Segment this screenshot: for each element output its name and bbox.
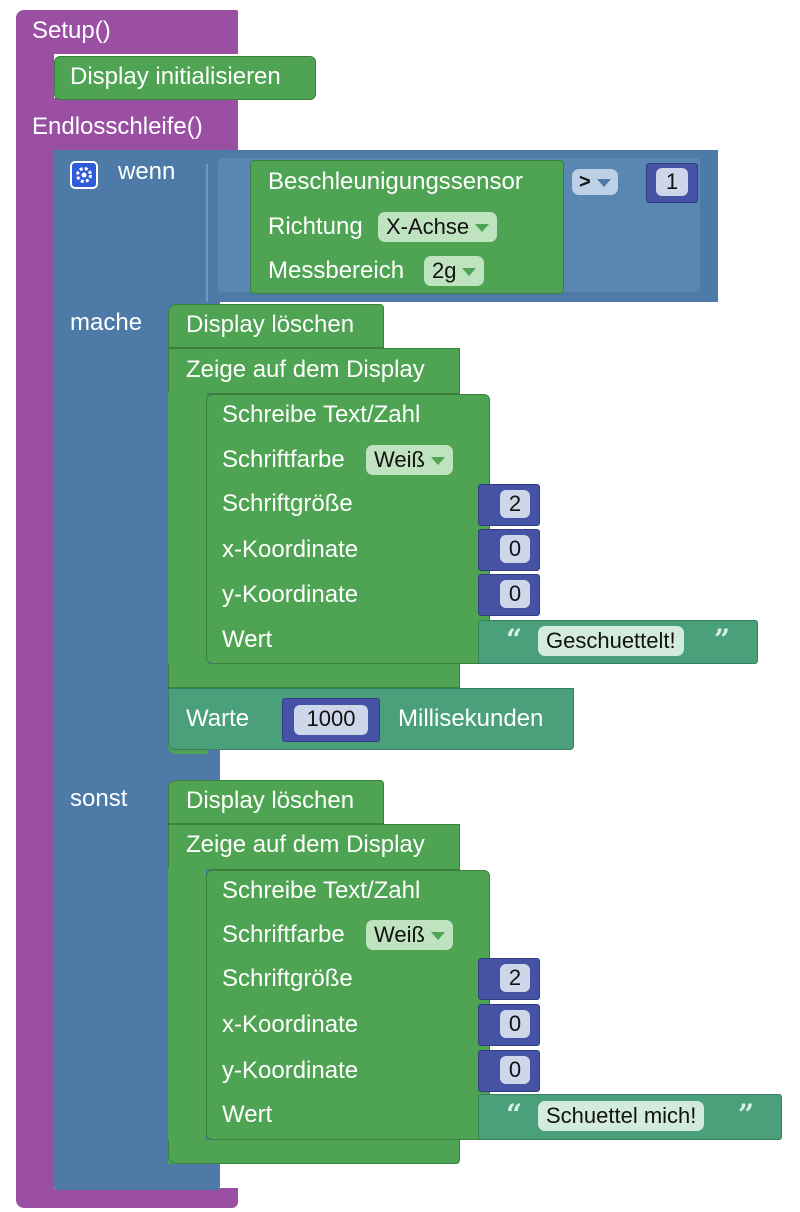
then-y-field[interactable]: 0 [500,580,530,608]
loop-label: Endlosschleife() [32,113,203,140]
direction-value: X-Achse [386,214,470,239]
loop-bottom [16,1188,238,1208]
then-color-label: Schriftfarbe [222,446,345,473]
close-quote-icon: ” [738,1098,755,1131]
else-color-value: Weiß [374,922,425,947]
then-x-label: x-Koordinate [222,536,359,563]
direction-label: Richtung [268,213,363,240]
else-x-label: x-Koordinate [222,1011,359,1038]
range-dropdown[interactable]: 2g [424,256,485,286]
display-init-label: Display initialisieren [70,63,281,90]
direction-dropdown[interactable]: X-Achse [378,212,498,242]
else-size-field[interactable]: 2 [500,964,530,992]
setup-label: Setup() [32,17,111,44]
dropdown-arrow-icon [430,932,445,941]
else-text-field[interactable]: Schuettel mich! [538,1101,705,1131]
setup-bottom [16,98,238,108]
range-label: Messbereich [268,257,405,284]
then-x-field[interactable]: 0 [500,535,530,563]
then-color-dropdown[interactable]: Weiß [366,445,453,475]
then-write-title: Schreibe Text/Zahl [222,401,421,428]
then-y-label: y-Koordinate [222,581,359,608]
operator-dropdown[interactable]: > [572,169,618,195]
else-clear-label: Display löschen [186,787,355,814]
else-x-field[interactable]: 0 [500,1010,530,1038]
else-y-field[interactable]: 0 [500,1056,530,1084]
if-label: wenn [118,158,176,185]
loop-block[interactable] [16,106,238,152]
else-color-label: Schriftfarbe [222,921,345,948]
then-show-label: Zeige auf dem Display [186,356,425,383]
then-size-field[interactable]: 2 [500,490,530,518]
else-show-block[interactable] [168,824,460,870]
dropdown-arrow-icon [475,224,490,233]
then-text-field[interactable]: Geschuettelt! [538,626,684,656]
dropdown-arrow-icon [430,457,445,466]
range-value: 2g [432,258,457,283]
dropdown-arrow-icon [596,178,611,187]
else-value-label: Wert [222,1101,273,1128]
wait-label: Warte [186,705,250,732]
gear-icon[interactable] [70,161,98,189]
else-show-spine [168,868,206,1164]
compare-number-field[interactable]: 1 [656,168,688,196]
else-write-title: Schreibe Text/Zahl [222,877,421,904]
wait-number-field[interactable]: 1000 [294,705,368,735]
setup-block[interactable] [16,10,238,54]
then-show-spine [168,392,206,688]
else-show-bottom [168,1140,460,1164]
else-size-label: Schriftgröße [222,965,353,992]
open-quote-icon: “ [506,623,523,656]
operator-value: > [579,171,591,193]
wait-unit: Millisekunden [398,705,544,732]
condition-socket [206,164,220,302]
then-clear-block[interactable] [168,304,384,348]
else-label: sonst [70,785,128,812]
then-clear-label: Display löschen [186,311,355,338]
setup-bar [16,50,54,102]
then-show-bottom [168,664,460,688]
then-show-block[interactable] [168,348,460,394]
else-show-label: Zeige auf dem Display [186,831,425,858]
then-size-label: Schriftgröße [222,490,353,517]
then-write-block[interactable] [206,394,490,664]
else-clear-block[interactable] [168,780,384,824]
close-quote-icon: ” [714,623,731,656]
else-color-dropdown[interactable]: Weiß [366,920,453,950]
loop-bar [16,150,54,1190]
else-write-block[interactable] [206,870,490,1140]
display-init-block[interactable] [54,56,316,100]
else-y-label: y-Koordinate [222,1057,359,1084]
accel-sensor-title: Beschleunigungssensor [268,168,523,195]
dropdown-arrow-icon [462,268,477,277]
then-value-label: Wert [222,626,273,653]
then-label: mache [70,309,143,336]
then-color-value: Weiß [374,447,425,472]
open-quote-icon: “ [506,1098,523,1131]
